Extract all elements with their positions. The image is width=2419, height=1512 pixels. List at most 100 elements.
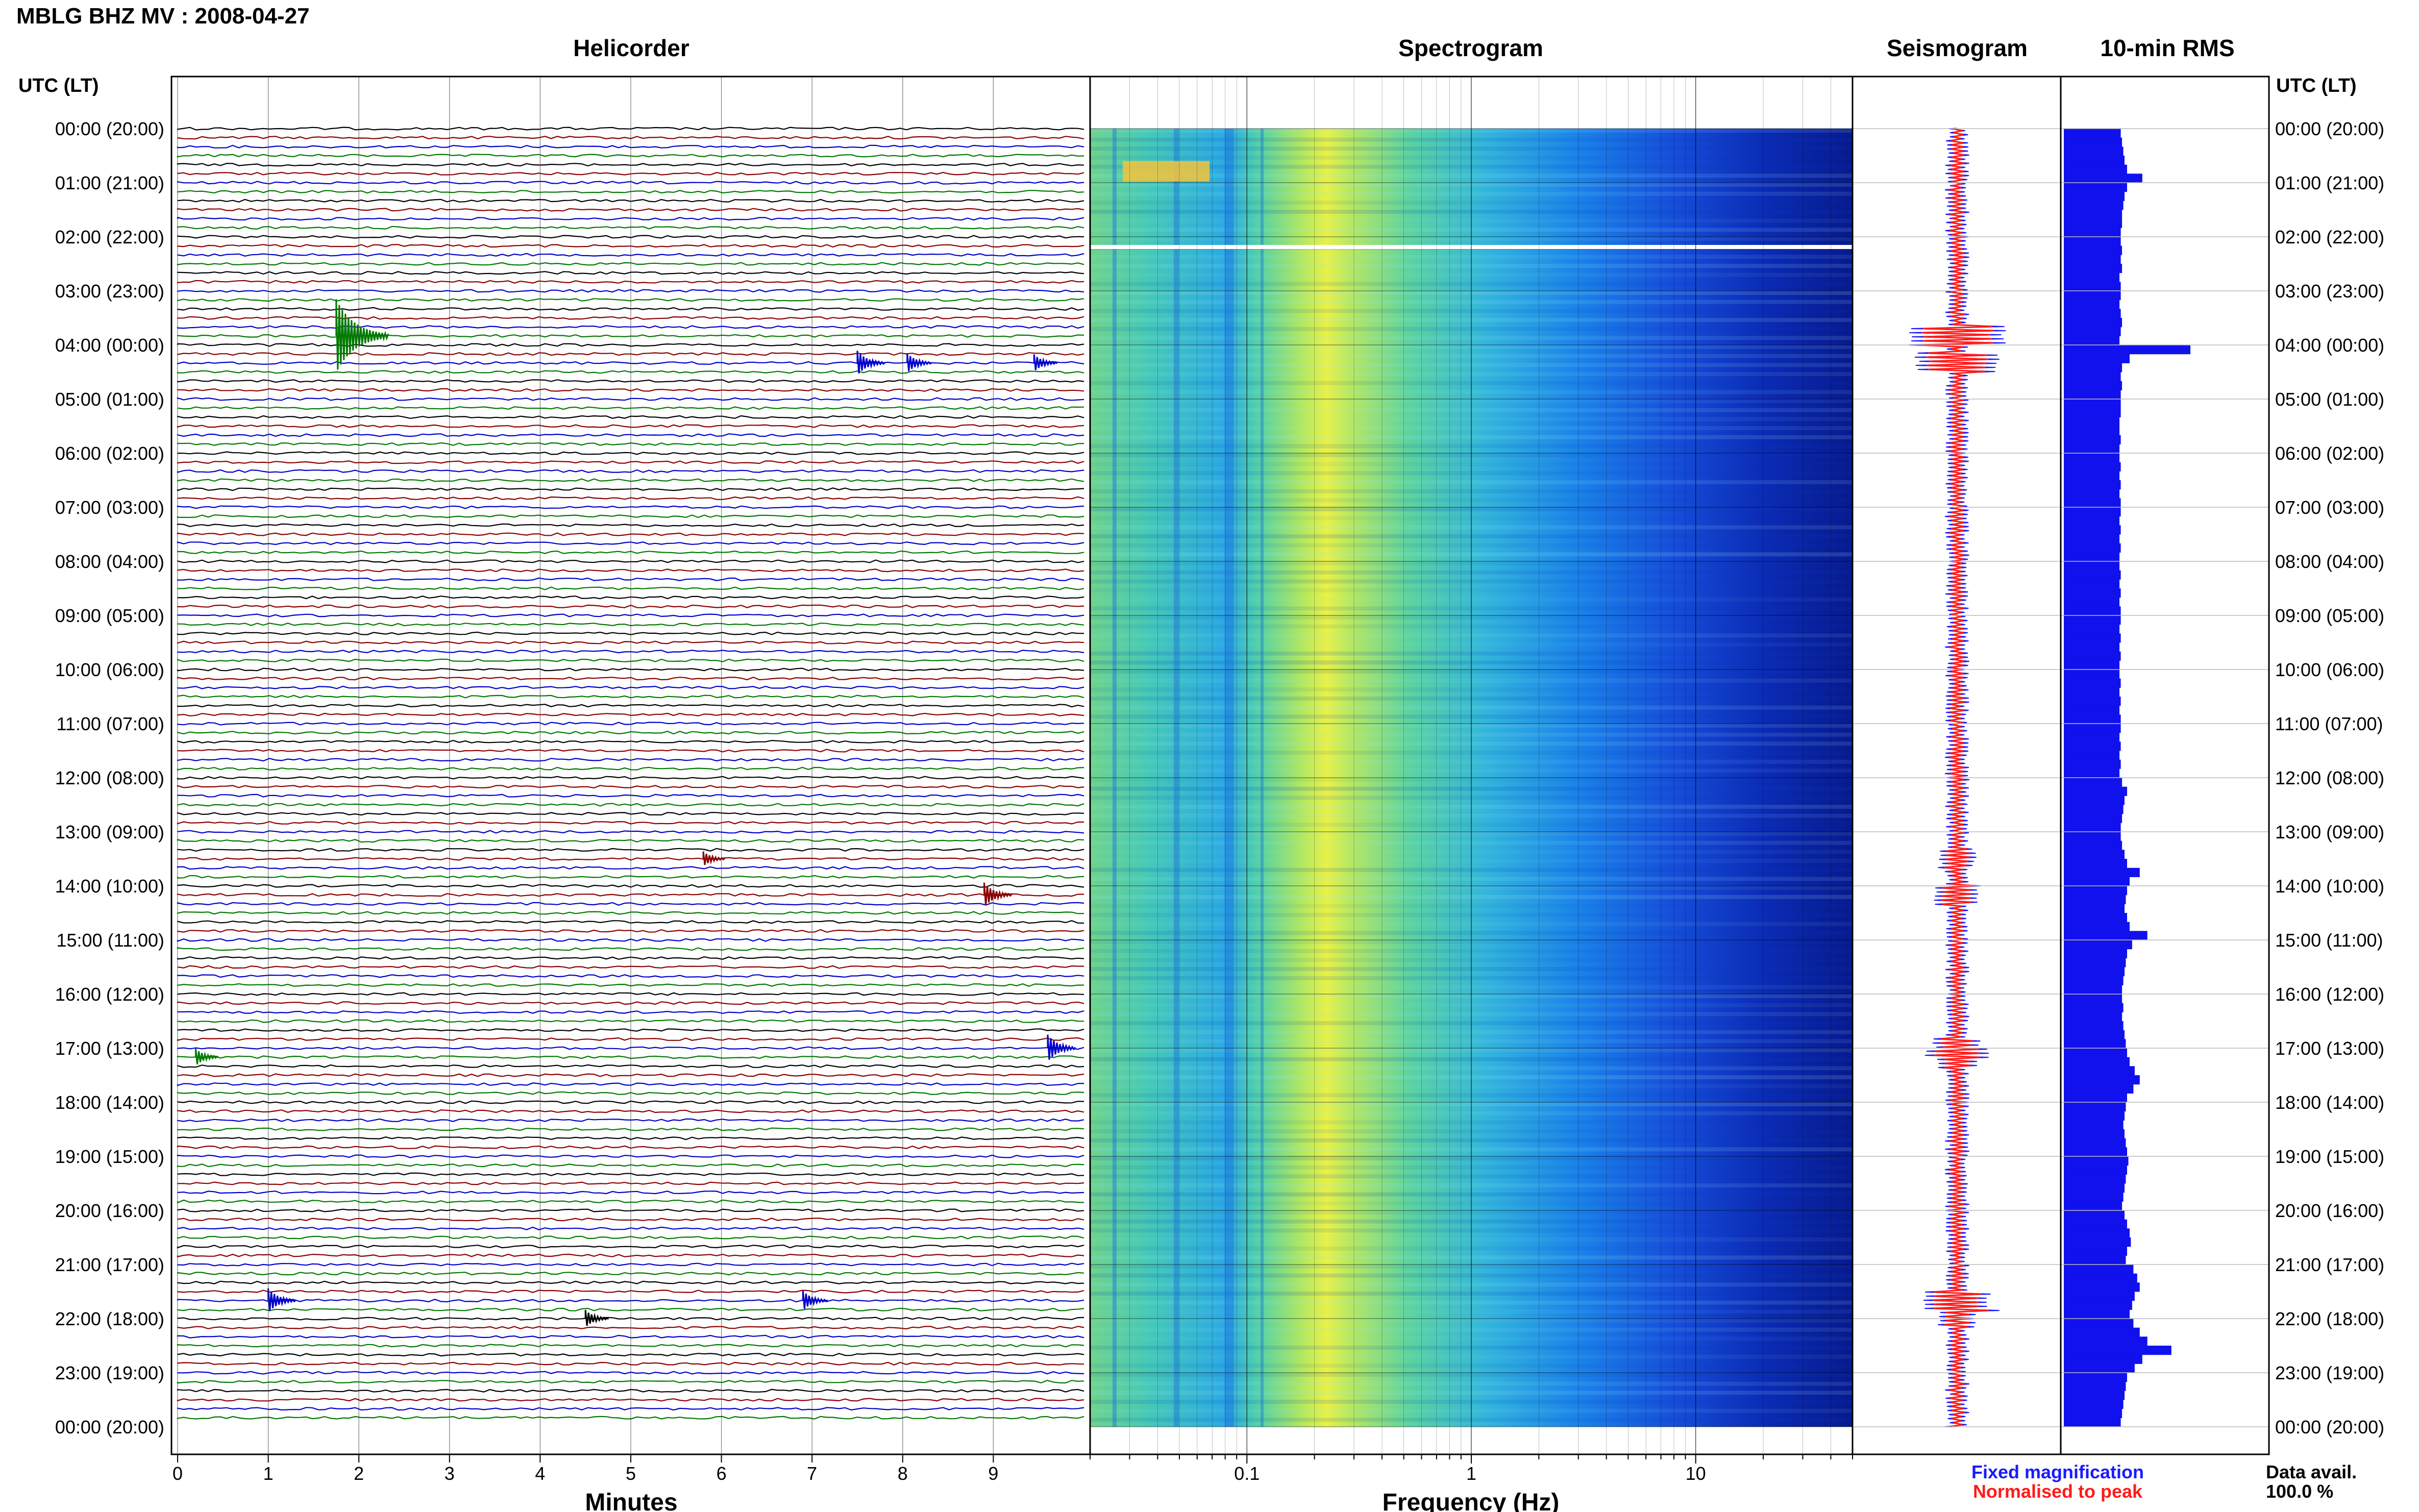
helicorder-trace <box>177 505 1084 509</box>
rms-bar <box>2064 1111 2125 1121</box>
helicorder-trace <box>177 1218 1084 1222</box>
time-tick-label-right: 08:00 (04:00) <box>2275 551 2384 572</box>
rms-bar <box>2064 336 2120 345</box>
helicorder-trace <box>177 334 1084 338</box>
rms-bar <box>2064 867 2140 877</box>
rms-bar <box>2064 146 2124 156</box>
rms-bar <box>2064 958 2126 968</box>
helicorder-trace <box>177 433 1084 437</box>
helicorder-trace <box>177 650 1084 654</box>
rms-bar <box>2064 462 2121 472</box>
rms-bar <box>2064 1237 2131 1247</box>
helicorder-trace <box>177 1290 1084 1294</box>
rms-bar <box>2064 1246 2127 1256</box>
time-tick-label-right: 15:00 (11:00) <box>2275 930 2383 951</box>
helicorder-trace <box>177 586 1084 590</box>
time-tick-label-right: 19:00 (15:00) <box>2275 1146 2384 1167</box>
helicorder-trace <box>177 658 1084 662</box>
helicorder-trace <box>177 929 1084 933</box>
helicorder-trace <box>177 154 1084 158</box>
helicorder-trace <box>177 1019 1084 1023</box>
rms-bar <box>2064 579 2120 589</box>
rms-layer <box>2064 129 2190 1427</box>
helicorder-trace <box>177 280 1084 284</box>
rms-bar <box>2064 615 2121 625</box>
time-tick-label-right: 20:00 (16:00) <box>2275 1200 2384 1221</box>
helicorder-trace <box>177 1226 1084 1230</box>
helicorder-event <box>1033 354 1058 370</box>
rms-bar <box>2064 1319 2134 1328</box>
time-tick-label-left: 05:00 (01:00) <box>55 389 164 410</box>
time-tick-label-right: 00:00 (20:00) <box>2275 1417 2384 1437</box>
helicorder-event <box>335 299 389 370</box>
time-tick-label-left: 21:00 (17:00) <box>55 1254 164 1275</box>
time-tick-label-right: 18:00 (14:00) <box>2275 1092 2384 1113</box>
helicorder-trace <box>177 343 1084 347</box>
helicorder-trace <box>177 983 1084 987</box>
rms-bar <box>2064 714 2121 724</box>
rms-bar <box>2064 561 2120 571</box>
time-tick-label-right: 02:00 (22:00) <box>2275 227 2384 247</box>
time-tick-label-left: 17:00 (13:00) <box>55 1038 164 1059</box>
rms-bar <box>2064 1408 2122 1418</box>
rms-bar <box>2064 318 2122 328</box>
rms-bar <box>2064 480 2121 490</box>
time-tick-label-left: 16:00 (12:00) <box>55 984 164 1005</box>
time-tick-label-left: 23:00 (19:00) <box>55 1362 164 1383</box>
helicorder-trace <box>177 1154 1084 1158</box>
helicorder-trace <box>177 235 1084 239</box>
rms-bar <box>2064 651 2121 661</box>
rms-bar <box>2064 732 2120 742</box>
time-tick-label-right: 12:00 (08:00) <box>2275 767 2384 788</box>
rms-bar <box>2064 786 2127 796</box>
rms-bar <box>2064 1174 2126 1184</box>
rms-bar <box>2064 1030 2125 1039</box>
rms-bar <box>2064 940 2132 950</box>
rms-bar <box>2064 778 2122 787</box>
data-availability-label: Data avail. <box>2266 1461 2357 1482</box>
rms-bar <box>2064 751 2120 760</box>
rms-bar <box>2064 156 2125 165</box>
minute-tick-label: 3 <box>445 1463 455 1484</box>
rms-bar <box>2064 435 2121 444</box>
rms-bar <box>2064 1021 2124 1031</box>
helicorder-trace <box>177 1299 1084 1303</box>
rms-bar <box>2064 1183 2125 1193</box>
helicorder-trace <box>177 857 1084 861</box>
rms-bar <box>2064 390 2121 400</box>
helicorder-trace <box>177 884 1084 888</box>
helicorder-trace <box>177 550 1084 554</box>
helicorder-trace <box>177 370 1084 374</box>
helicorder-trace <box>177 830 1084 834</box>
rms-bar <box>2064 1093 2127 1103</box>
helicorder-trace <box>177 460 1084 464</box>
helicorder-trace <box>177 226 1084 230</box>
rms-bar <box>2064 1309 2130 1319</box>
helicorder-trace <box>177 1073 1084 1077</box>
time-tick-label-left: 01:00 (21:00) <box>55 172 164 193</box>
rms-bar <box>2064 507 2121 517</box>
helicorder-trace <box>177 911 1084 915</box>
helicorder-trace <box>177 316 1084 320</box>
rms-bar <box>2064 678 2121 688</box>
rms-bar <box>2064 201 2124 210</box>
helicorder-trace <box>177 1208 1084 1212</box>
rms-bar <box>2064 183 2127 192</box>
helicorder-trace <box>177 298 1084 302</box>
time-tick-label-left: 09:00 (05:00) <box>55 605 164 626</box>
time-tick-label-right: 04:00 (00:00) <box>2275 335 2384 356</box>
rms-bar <box>2064 381 2122 390</box>
helicorder-trace <box>177 190 1084 194</box>
rms-bar <box>2064 191 2125 201</box>
helicorder-trace <box>177 1235 1084 1240</box>
helicorder-event <box>195 1048 219 1064</box>
time-tick-label-right: 07:00 (03:00) <box>2275 497 2384 518</box>
rms-bar <box>2064 850 2125 859</box>
helicorder-trace <box>177 812 1084 816</box>
helicorder-trace <box>177 794 1084 798</box>
helicorder-trace <box>177 677 1084 681</box>
rms-bar <box>2064 489 2120 499</box>
helicorder-trace <box>177 875 1084 879</box>
helicorder-event <box>802 1291 828 1309</box>
helicorder-trace <box>177 766 1084 771</box>
